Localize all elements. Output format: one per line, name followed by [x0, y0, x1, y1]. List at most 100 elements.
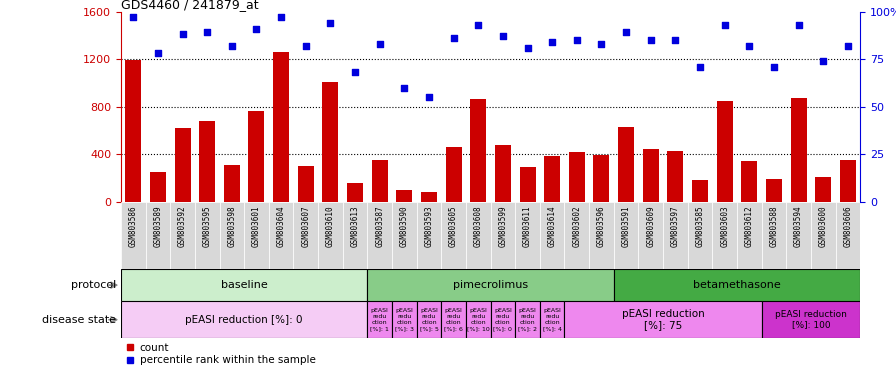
Text: GSM803610: GSM803610 [326, 205, 335, 247]
Text: GSM803598: GSM803598 [228, 205, 237, 247]
Text: pEASI
redu
ction
[%]: 10: pEASI redu ction [%]: 10 [467, 308, 489, 331]
Point [594, 41, 608, 47]
Bar [569, 152, 585, 202]
Text: betamethasone: betamethasone [694, 280, 780, 290]
Bar [392, 202, 417, 269]
Bar [125, 60, 142, 202]
Text: baseline: baseline [220, 280, 268, 290]
Bar [367, 301, 392, 338]
Bar [294, 202, 318, 269]
Bar [539, 301, 564, 338]
Bar [544, 156, 560, 202]
Point [200, 29, 214, 35]
Point [643, 37, 658, 43]
Bar [195, 202, 220, 269]
Bar [762, 301, 860, 338]
Point [742, 43, 756, 49]
Bar [539, 202, 564, 269]
Text: GSM803596: GSM803596 [597, 205, 606, 247]
Bar [367, 269, 614, 301]
Point [422, 94, 436, 100]
Text: GSM803591: GSM803591 [622, 205, 631, 247]
Bar [741, 161, 757, 202]
Point [176, 31, 190, 37]
Text: pEASI
redu
ction
[%]: 4: pEASI redu ction [%]: 4 [543, 308, 562, 331]
Text: GSM803602: GSM803602 [573, 205, 582, 247]
Bar [417, 301, 441, 338]
Text: GSM803599: GSM803599 [498, 205, 507, 247]
Point [619, 29, 633, 35]
Point [545, 39, 559, 45]
Bar [638, 202, 663, 269]
Point [225, 43, 239, 49]
Text: pEASI
redu
ction
[%]: 0: pEASI redu ction [%]: 0 [494, 308, 513, 331]
Bar [269, 202, 294, 269]
Bar [441, 202, 466, 269]
Point [693, 64, 707, 70]
Text: GSM803587: GSM803587 [375, 205, 384, 247]
Bar [692, 180, 708, 202]
Point [816, 58, 831, 64]
Text: GSM803611: GSM803611 [523, 205, 532, 247]
Bar [297, 166, 314, 202]
Point [298, 43, 313, 49]
Bar [342, 202, 367, 269]
Point [471, 22, 486, 28]
Point [151, 50, 165, 56]
Text: GSM803613: GSM803613 [350, 205, 359, 247]
Text: GSM803609: GSM803609 [646, 205, 655, 247]
Bar [520, 167, 536, 202]
Bar [491, 202, 515, 269]
Bar [515, 202, 539, 269]
Bar [273, 52, 289, 202]
Bar [815, 177, 831, 202]
Point [521, 45, 535, 51]
Text: pEASI
redu
ction
[%]: 3: pEASI redu ction [%]: 3 [395, 308, 414, 331]
Point [373, 41, 387, 47]
Text: pEASI
redu
ction
[%]: 2: pEASI redu ction [%]: 2 [518, 308, 537, 331]
Text: GSM803586: GSM803586 [129, 205, 138, 247]
Bar [466, 202, 491, 269]
Bar [121, 301, 367, 338]
Text: GSM803606: GSM803606 [843, 205, 852, 247]
Bar [392, 301, 417, 338]
Bar [614, 202, 638, 269]
Bar [564, 301, 762, 338]
Text: GSM803614: GSM803614 [547, 205, 556, 247]
Bar [121, 269, 367, 301]
Text: pEASI
redu
ction
[%]: 6: pEASI redu ction [%]: 6 [444, 308, 463, 331]
Point [668, 37, 683, 43]
Bar [421, 192, 437, 202]
Point [397, 84, 411, 91]
Bar [737, 202, 762, 269]
Bar [614, 269, 860, 301]
Text: protocol: protocol [71, 280, 116, 290]
Bar [220, 202, 244, 269]
Bar [495, 145, 511, 202]
Bar [441, 301, 466, 338]
Bar [787, 202, 811, 269]
Text: GSM803595: GSM803595 [202, 205, 211, 247]
Point [840, 43, 855, 49]
Bar [835, 202, 860, 269]
Text: GSM803589: GSM803589 [153, 205, 162, 247]
Bar [224, 165, 240, 202]
Bar [199, 121, 215, 202]
Bar [417, 202, 441, 269]
Point [570, 37, 584, 43]
Bar [170, 202, 195, 269]
Bar [668, 151, 684, 202]
Text: pEASI reduction
[%]: 75: pEASI reduction [%]: 75 [622, 309, 704, 331]
Bar [323, 82, 339, 202]
Bar [593, 155, 609, 202]
Bar [121, 202, 145, 269]
Text: pimecrolimus: pimecrolimus [453, 280, 528, 290]
Point [767, 64, 781, 70]
Bar [790, 98, 806, 202]
Text: GSM803593: GSM803593 [425, 205, 434, 247]
Bar [367, 202, 392, 269]
Point [249, 26, 263, 32]
Bar [564, 202, 590, 269]
Bar [717, 101, 733, 202]
Bar [347, 183, 363, 202]
